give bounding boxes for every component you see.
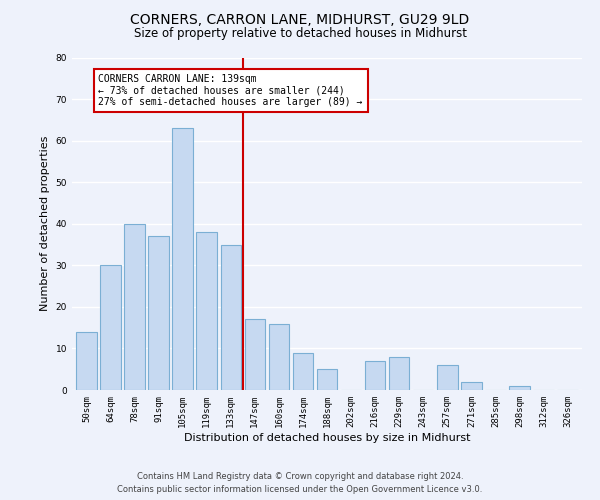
Y-axis label: Number of detached properties: Number of detached properties bbox=[40, 136, 50, 312]
Bar bbox=[100, 266, 121, 390]
Bar bbox=[317, 369, 337, 390]
Bar bbox=[196, 232, 217, 390]
X-axis label: Distribution of detached houses by size in Midhurst: Distribution of detached houses by size … bbox=[184, 432, 470, 442]
Bar bbox=[509, 386, 530, 390]
Bar bbox=[124, 224, 145, 390]
Bar bbox=[221, 244, 241, 390]
Text: Size of property relative to detached houses in Midhurst: Size of property relative to detached ho… bbox=[133, 28, 467, 40]
Bar bbox=[461, 382, 482, 390]
Bar bbox=[365, 361, 385, 390]
Bar bbox=[269, 324, 289, 390]
Text: Contains HM Land Registry data © Crown copyright and database right 2024.
Contai: Contains HM Land Registry data © Crown c… bbox=[118, 472, 482, 494]
Text: CORNERS CARRON LANE: 139sqm
← 73% of detached houses are smaller (244)
27% of se: CORNERS CARRON LANE: 139sqm ← 73% of det… bbox=[98, 74, 363, 108]
Bar bbox=[437, 365, 458, 390]
Bar bbox=[172, 128, 193, 390]
Bar bbox=[148, 236, 169, 390]
Bar bbox=[389, 357, 409, 390]
Bar bbox=[76, 332, 97, 390]
Bar bbox=[245, 320, 265, 390]
Text: CORNERS, CARRON LANE, MIDHURST, GU29 9LD: CORNERS, CARRON LANE, MIDHURST, GU29 9LD bbox=[130, 12, 470, 26]
Bar bbox=[293, 352, 313, 390]
